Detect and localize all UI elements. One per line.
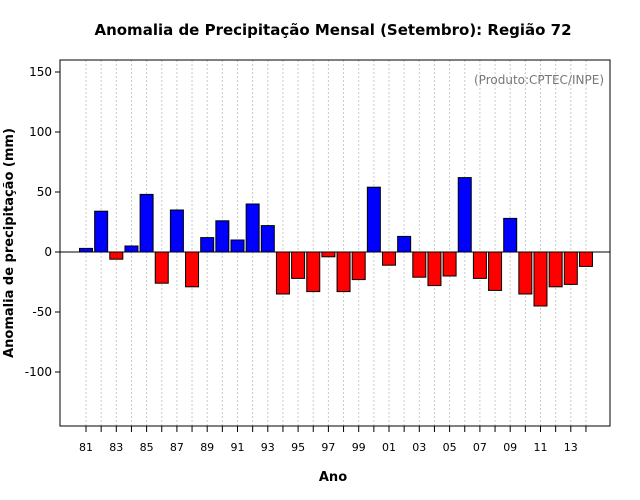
bar-2013: [563, 251, 578, 285]
bar-2005: [442, 251, 457, 277]
credit-text: (Produto:CPTEC/INPE): [474, 73, 604, 87]
xtick-label-83: 83: [109, 441, 123, 454]
plot-frame: [59, 59, 611, 427]
bar-2004: [427, 251, 442, 287]
xtick-label-03: 03: [412, 441, 426, 454]
bar-2014: [578, 251, 593, 267]
bar-1993: [260, 225, 275, 253]
bar-2008: [488, 251, 503, 291]
bar-2001: [382, 251, 396, 266]
xtick-label-99: 99: [352, 441, 366, 454]
ytick-label--100: -100: [25, 365, 52, 379]
xtick-label-89: 89: [200, 441, 214, 454]
xtick-label-13: 13: [564, 441, 578, 454]
xtick-label-85: 85: [140, 441, 154, 454]
ytick-label-150: 150: [29, 65, 52, 79]
bar-1981: [79, 247, 93, 253]
x-axis-label: Ano: [319, 470, 347, 485]
xtick-label-81: 81: [79, 441, 93, 454]
bar-1990: [215, 220, 230, 253]
bar-1988: [185, 251, 200, 288]
bar-1995: [291, 251, 306, 279]
bar-1998: [336, 251, 351, 293]
bar-2000: [366, 186, 381, 253]
bar-1994: [275, 251, 290, 295]
bar-1986: [154, 251, 169, 284]
bar-2010: [518, 251, 533, 295]
ytick-label-50: 50: [37, 185, 52, 199]
ytick-label-100: 100: [29, 125, 52, 139]
bar-2011: [533, 251, 548, 307]
bar-1984: [124, 245, 139, 253]
xtick-label-91: 91: [231, 441, 245, 454]
xtick-label-97: 97: [321, 441, 335, 454]
bar-1996: [306, 251, 321, 293]
bar-1997: [321, 251, 336, 258]
xtick-label-07: 07: [473, 441, 487, 454]
xtick-label-93: 93: [261, 441, 275, 454]
xtick-label-09: 09: [503, 441, 517, 454]
ytick-label-0: 0: [44, 245, 52, 259]
bars-group: [79, 177, 593, 307]
chart-title: Anomalia de Precipitação Mensal (Setembr…: [94, 21, 571, 39]
bar-2006: [457, 177, 472, 253]
bar-1991: [230, 239, 245, 253]
bar-2012: [548, 251, 563, 288]
xtick-label-87: 87: [170, 441, 184, 454]
bar-1999: [351, 251, 366, 281]
xtick-label-05: 05: [443, 441, 457, 454]
bar-2003: [412, 251, 427, 278]
bar-1985: [139, 193, 154, 253]
bar-2002: [397, 235, 412, 253]
vertical-gridlines: [85, 60, 587, 426]
xtick-label-95: 95: [291, 441, 305, 454]
bar-1983: [109, 251, 124, 260]
bar-2007: [472, 251, 487, 279]
bar-1987: [169, 209, 184, 253]
xtick-label-01: 01: [382, 441, 396, 454]
y-axis: -100 -50 0 50 100 150: [25, 65, 60, 379]
bar-1992: [245, 203, 260, 253]
bar-1982: [94, 210, 109, 253]
bar-1989: [200, 237, 215, 253]
ytick-label--50: -50: [32, 305, 52, 319]
bar-2009: [503, 217, 518, 253]
x-axis: 81 83 85 87 89 91 93 95 97 99 01 03 05 07 09 11 13: [79, 426, 587, 454]
xtick-label-11: 11: [534, 441, 548, 454]
y-axis-label: Anomalia de precipitação (mm): [2, 128, 17, 358]
